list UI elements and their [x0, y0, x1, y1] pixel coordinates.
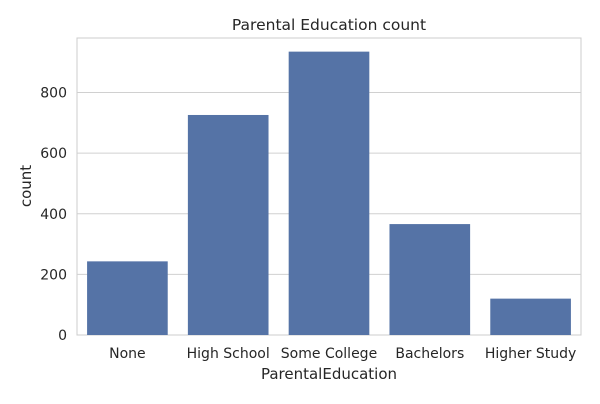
- y-tick-label: 200: [40, 267, 67, 283]
- bar-higher-study: [490, 298, 571, 335]
- x-tick-label: High School: [187, 346, 270, 362]
- bar-none: [87, 261, 168, 335]
- x-tick-label: None: [109, 346, 146, 362]
- bar-high-school: [187, 114, 269, 335]
- y-tick-label: 0: [58, 328, 67, 344]
- x-tick-labels: None High School Some College Bachelors High…: [109, 346, 576, 362]
- bar-bachelors: [389, 224, 471, 335]
- bars: [87, 51, 571, 335]
- chart-title: Parental Education count: [232, 16, 426, 34]
- y-tick-label: 600: [40, 146, 67, 162]
- bar-some-college: [288, 51, 370, 335]
- x-tick-label: Bachelors: [395, 346, 464, 362]
- y-axis-label: count: [17, 165, 35, 207]
- x-tick-label: Higher Study: [485, 346, 576, 362]
- y-tick-labels: 0 200 400 600 800: [40, 86, 67, 344]
- x-tick-label: Some College: [281, 346, 377, 362]
- x-axis-label: ParentalEducation: [261, 365, 397, 383]
- y-tick-label: 800: [40, 86, 67, 102]
- y-tick-label: 400: [40, 207, 67, 223]
